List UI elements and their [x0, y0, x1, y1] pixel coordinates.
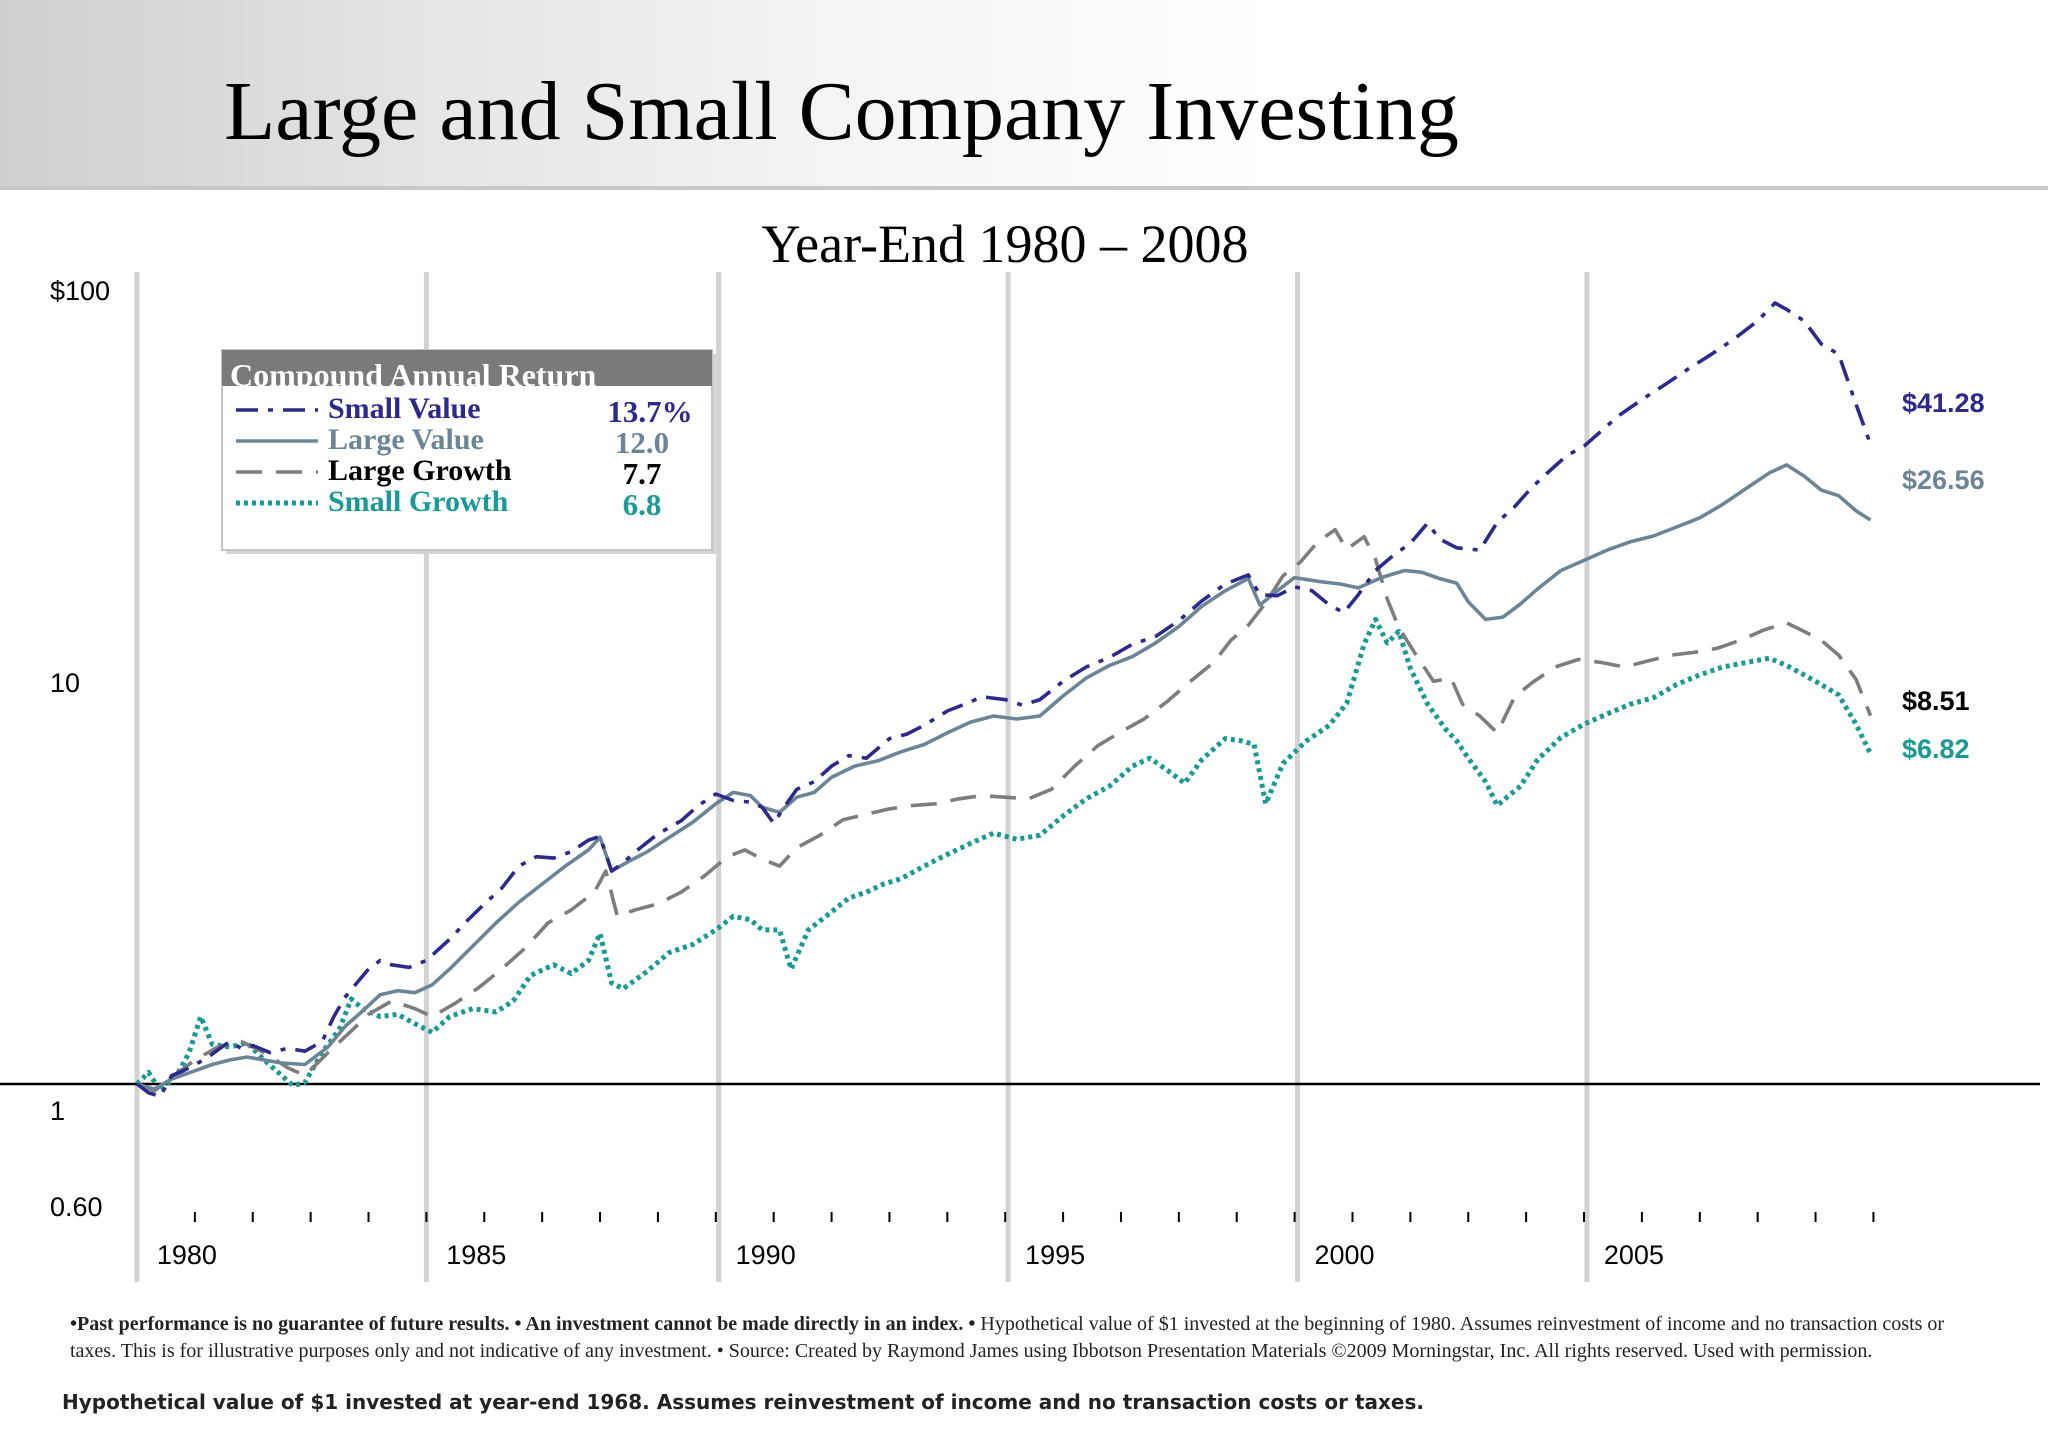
- series-line-small-growth: [135, 616, 1873, 1094]
- series-line-large-growth: [136, 527, 1873, 1093]
- end-label-small-value: $41.28: [1902, 388, 1985, 418]
- x-tick-label-2005: 2005: [1604, 1240, 1664, 1270]
- legend-return-large-value: 12.0: [615, 425, 669, 460]
- x-tick-label-2000: 2000: [1314, 1240, 1374, 1270]
- legend-return-small-value: 13.7%: [607, 394, 692, 429]
- footnote-bold: •Past performance is no guarantee of fut…: [70, 1313, 976, 1335]
- end-label-large-growth: $8.51: [1902, 686, 1970, 716]
- page-title: Large and Small Company Investing: [224, 65, 1459, 158]
- series-line-small-value: [135, 301, 1873, 1099]
- footnote-text: Hypothetical value of $1 invested at the…: [70, 1313, 1945, 1362]
- footnote: •Past performance is no guarantee of fut…: [70, 1311, 1960, 1365]
- y-axis-tick-labels: $100 10 1 0.60: [50, 276, 110, 1222]
- gridlines: [134, 272, 1590, 1282]
- series-lines: [135, 301, 1873, 1099]
- x-tick-label-1990: 1990: [736, 1240, 796, 1270]
- y-tick-label-10: 10: [50, 668, 80, 698]
- legend-title: Compound Annual Return: [230, 357, 597, 393]
- legend-name-small-growth: Small Growth: [328, 485, 509, 518]
- end-label-large-value: $26.56: [1902, 465, 1985, 495]
- x-tick-label-1985: 1985: [446, 1240, 506, 1270]
- header-band: [0, 0, 2048, 188]
- legend-return-large-growth: 7.7: [623, 456, 662, 491]
- y-tick-label-0_6: 0.60: [50, 1192, 103, 1222]
- legend-name-large-growth: Large Growth: [328, 454, 512, 487]
- x-tick-label-1980: 1980: [157, 1240, 217, 1270]
- end-value-labels: $41.28 $26.56 $8.51 $6.82: [1902, 388, 1985, 764]
- sub-note: Hypothetical value of $1 invested at yea…: [62, 1390, 1424, 1414]
- x-axis: 1980 1985 1990 1995 2000 2005: [157, 1212, 1875, 1270]
- series-line-large-value: [136, 463, 1872, 1091]
- legend-title-bar: [222, 350, 712, 386]
- y-tick-label-1: 1: [50, 1096, 65, 1126]
- x-tick-label-1995: 1995: [1025, 1240, 1085, 1270]
- legend-box: Compound Annual Return Small Value 13.7% L…: [221, 349, 716, 554]
- end-label-small-growth: $6.82: [1902, 734, 1970, 764]
- chart-subtitle: Year-End 1980 – 2008: [762, 214, 1249, 274]
- legend-name-large-value: Large Value: [328, 423, 484, 456]
- legend-name-small-value: Small Value: [328, 392, 481, 425]
- header-rule: [0, 186, 2048, 190]
- legend-entries: Small Value 13.7% Large Value 12.0 Large Gro…: [236, 392, 693, 522]
- legend-return-small-growth: 6.8: [623, 487, 662, 522]
- y-tick-label-100: $100: [50, 276, 110, 306]
